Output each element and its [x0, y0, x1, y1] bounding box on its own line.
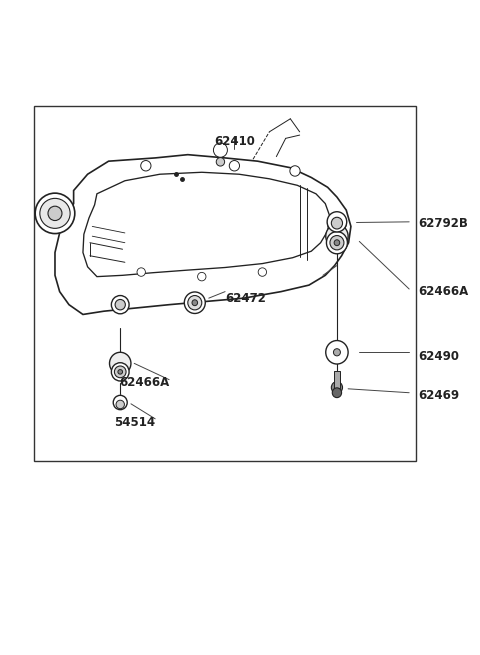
Ellipse shape — [198, 272, 206, 281]
Ellipse shape — [115, 299, 125, 310]
Ellipse shape — [328, 214, 346, 233]
Ellipse shape — [214, 143, 228, 157]
Text: 62466A: 62466A — [419, 285, 469, 298]
Text: 62792B: 62792B — [419, 217, 468, 230]
Ellipse shape — [111, 295, 129, 314]
Text: 62410: 62410 — [214, 135, 255, 148]
Ellipse shape — [111, 363, 129, 381]
Ellipse shape — [331, 217, 343, 229]
Ellipse shape — [326, 232, 348, 253]
Ellipse shape — [334, 240, 340, 246]
Text: 54514: 54514 — [114, 415, 155, 428]
Ellipse shape — [331, 217, 343, 229]
Ellipse shape — [188, 295, 202, 310]
Ellipse shape — [326, 225, 348, 248]
Ellipse shape — [118, 369, 122, 374]
Ellipse shape — [331, 382, 343, 394]
Ellipse shape — [334, 348, 340, 356]
Text: 62469: 62469 — [419, 390, 460, 402]
Ellipse shape — [332, 388, 342, 398]
Ellipse shape — [258, 268, 266, 276]
Ellipse shape — [326, 341, 348, 364]
Ellipse shape — [327, 212, 347, 232]
Ellipse shape — [114, 366, 126, 378]
Ellipse shape — [290, 166, 300, 176]
Bar — [334, 371, 340, 388]
Ellipse shape — [116, 400, 124, 409]
Ellipse shape — [216, 158, 225, 166]
Ellipse shape — [113, 396, 127, 409]
Text: 62490: 62490 — [419, 350, 459, 364]
Text: 62466A: 62466A — [119, 377, 169, 390]
Ellipse shape — [109, 352, 131, 375]
Ellipse shape — [330, 236, 344, 250]
Ellipse shape — [229, 160, 240, 171]
Ellipse shape — [192, 300, 198, 306]
Text: 62472: 62472 — [225, 291, 266, 305]
Ellipse shape — [184, 292, 205, 314]
Ellipse shape — [48, 206, 62, 221]
Ellipse shape — [137, 268, 145, 276]
Ellipse shape — [141, 160, 151, 171]
Ellipse shape — [35, 193, 75, 234]
Ellipse shape — [40, 198, 70, 229]
